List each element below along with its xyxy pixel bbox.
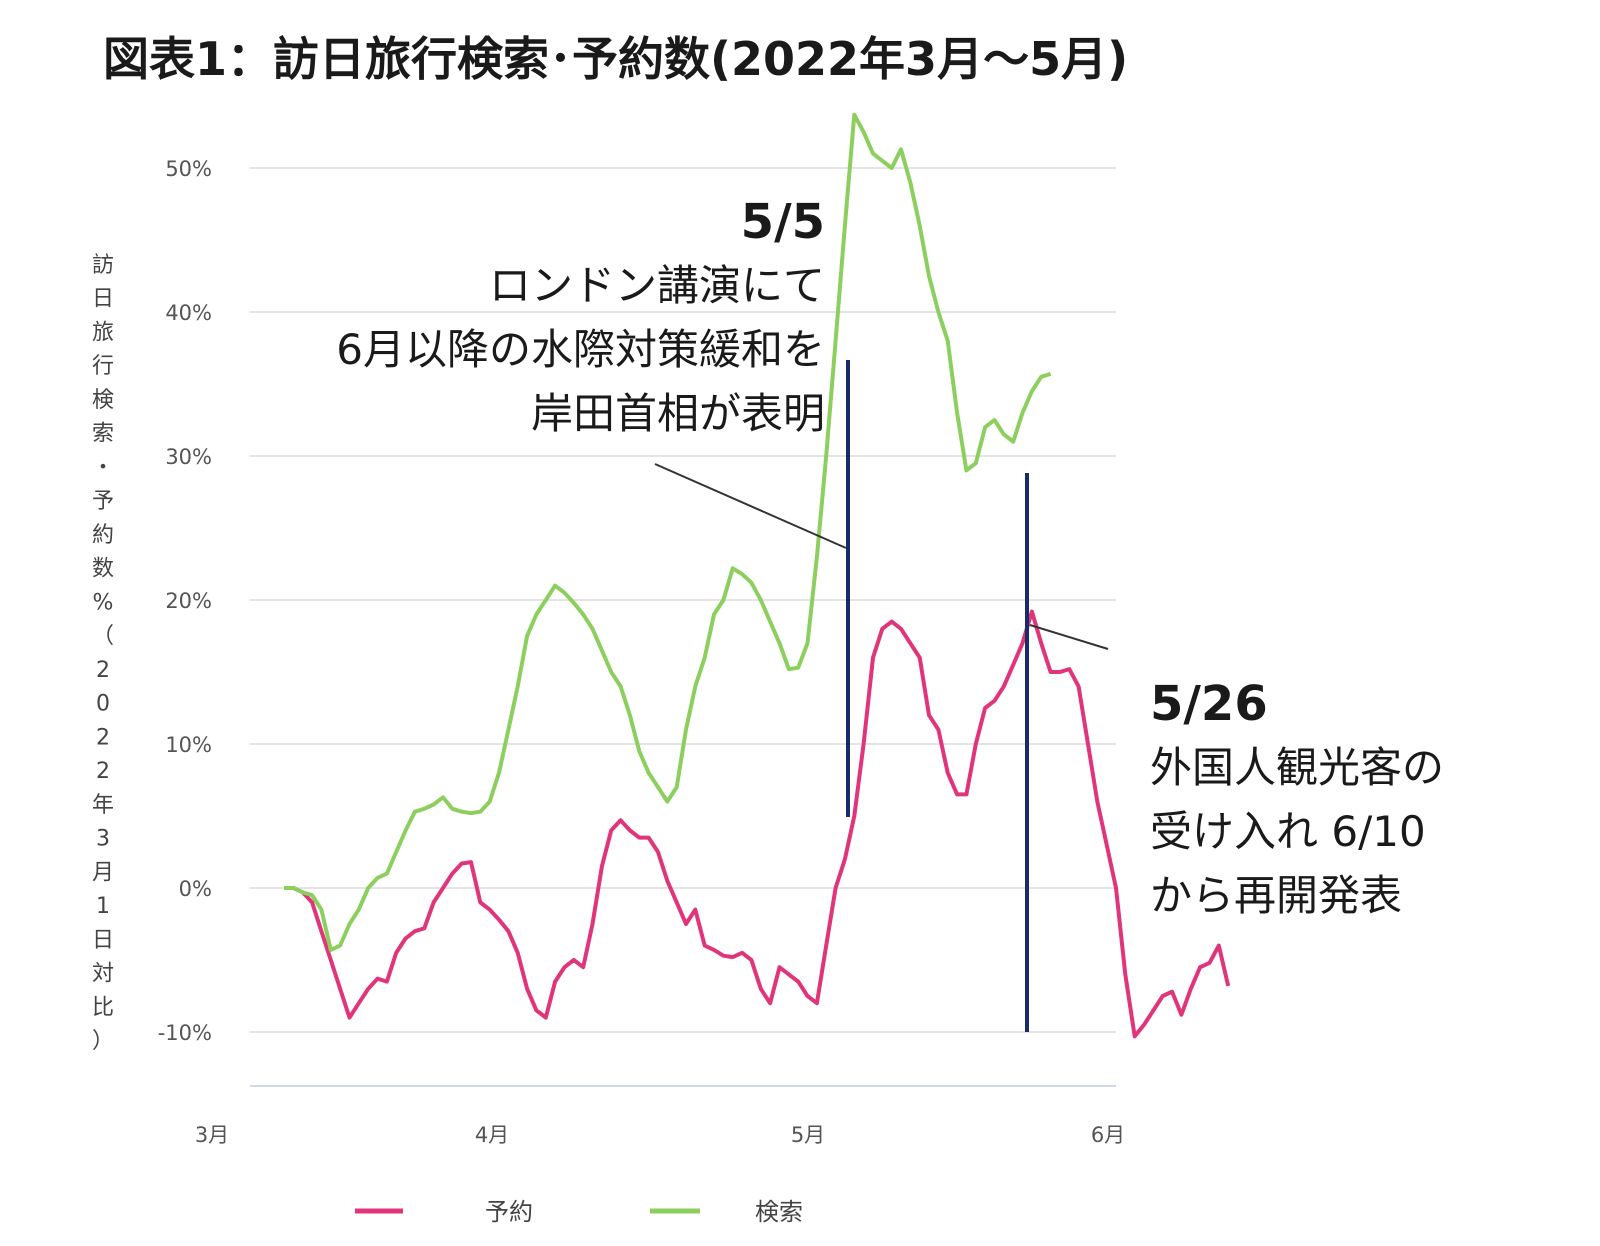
x-tick-label: 3月 [195, 1123, 229, 1147]
y-axis-label-char: 年 [92, 793, 114, 818]
y-tick-label: 10% [165, 733, 212, 757]
y-tick-label: -10% [158, 1021, 212, 1045]
y-axis-label-char: ・ [92, 455, 114, 480]
y-axis-label-char: 数 [92, 557, 114, 582]
y-axis-label-char: 旅 [92, 320, 114, 345]
series-line-kensaku [284, 112, 1052, 952]
annotation-date-5-5: 5/5 [741, 194, 825, 250]
x-tick-label: 6月 [1091, 1123, 1125, 1147]
y-axis-label-char: 比 [92, 995, 114, 1020]
y-tick-labels: 50% 40% 30% 20% 10% 0% -10% [158, 157, 212, 1045]
y-axis-label-char: ） [92, 1029, 114, 1054]
x-tick-labels: 3月 4月 5月 6月 [195, 1123, 1125, 1147]
x-tick-label: 4月 [475, 1123, 509, 1147]
annotation-text-5-26-line1: 外国人観光客の [1150, 743, 1444, 792]
annotation-connector-5-26 [1029, 624, 1109, 650]
y-axis-label-char: （ [92, 624, 114, 649]
series-line-yoyaku [284, 609, 1231, 1039]
y-axis-label-char: 日 [92, 287, 114, 312]
y-axis-label-char: 訪 [92, 253, 114, 278]
annotation-text-5-5-line3: 岸田首相が表明 [531, 389, 825, 438]
y-tick-label: 20% [165, 589, 212, 613]
legend-label-yoyaku: 予約 [485, 1198, 533, 1226]
chart-title: 図表1：訪日旅行検索･予約数(2022年3月～5月) [103, 32, 1128, 86]
y-tick-label: 30% [165, 445, 212, 469]
y-axis-label-char: % [93, 590, 114, 615]
y-axis-label-char: 約 [92, 523, 114, 548]
y-axis-label-char: 検 [92, 388, 114, 413]
y-tick-label: 50% [165, 157, 212, 181]
annotation-text-5-26-line2: 受け入れ 6/10 [1150, 807, 1426, 856]
annotation-text-5-5-line1: ロンドン講演にて [489, 261, 825, 310]
legend-label-kensaku: 検索 [755, 1198, 803, 1226]
legend: 予約 検索 [355, 1198, 803, 1226]
y-axis-label-char: 0 [96, 692, 110, 717]
y-axis-label-char: 2 [96, 658, 110, 683]
y-axis-label-char: 2 [96, 759, 110, 784]
annotation-text-5-5-line2: 6月以降の水際対策緩和を [336, 325, 825, 374]
y-axis-label-char: 対 [92, 962, 114, 987]
annotation-text-5-26-line3: から再開発表 [1150, 871, 1402, 920]
y-axis-label-char: 日 [92, 928, 114, 953]
y-axis-label-char: 予 [92, 489, 114, 514]
annotation-connector-5-5 [654, 463, 847, 549]
annotation-date-5-26: 5/26 [1150, 676, 1268, 732]
x-tick-label: 5月 [791, 1123, 825, 1147]
y-tick-label: 0% [179, 877, 212, 901]
y-axis-label-char: 月 [92, 860, 114, 885]
y-axis-label-char: 1 [96, 894, 110, 919]
y-tick-label: 40% [165, 301, 212, 325]
y-axis-label-char: 3 [96, 827, 110, 852]
series-lines [284, 112, 1231, 1039]
y-axis-label-char: 行 [92, 354, 114, 379]
y-axis-label-char: 2 [96, 725, 110, 750]
y-axis-label-char: 索 [92, 422, 114, 447]
